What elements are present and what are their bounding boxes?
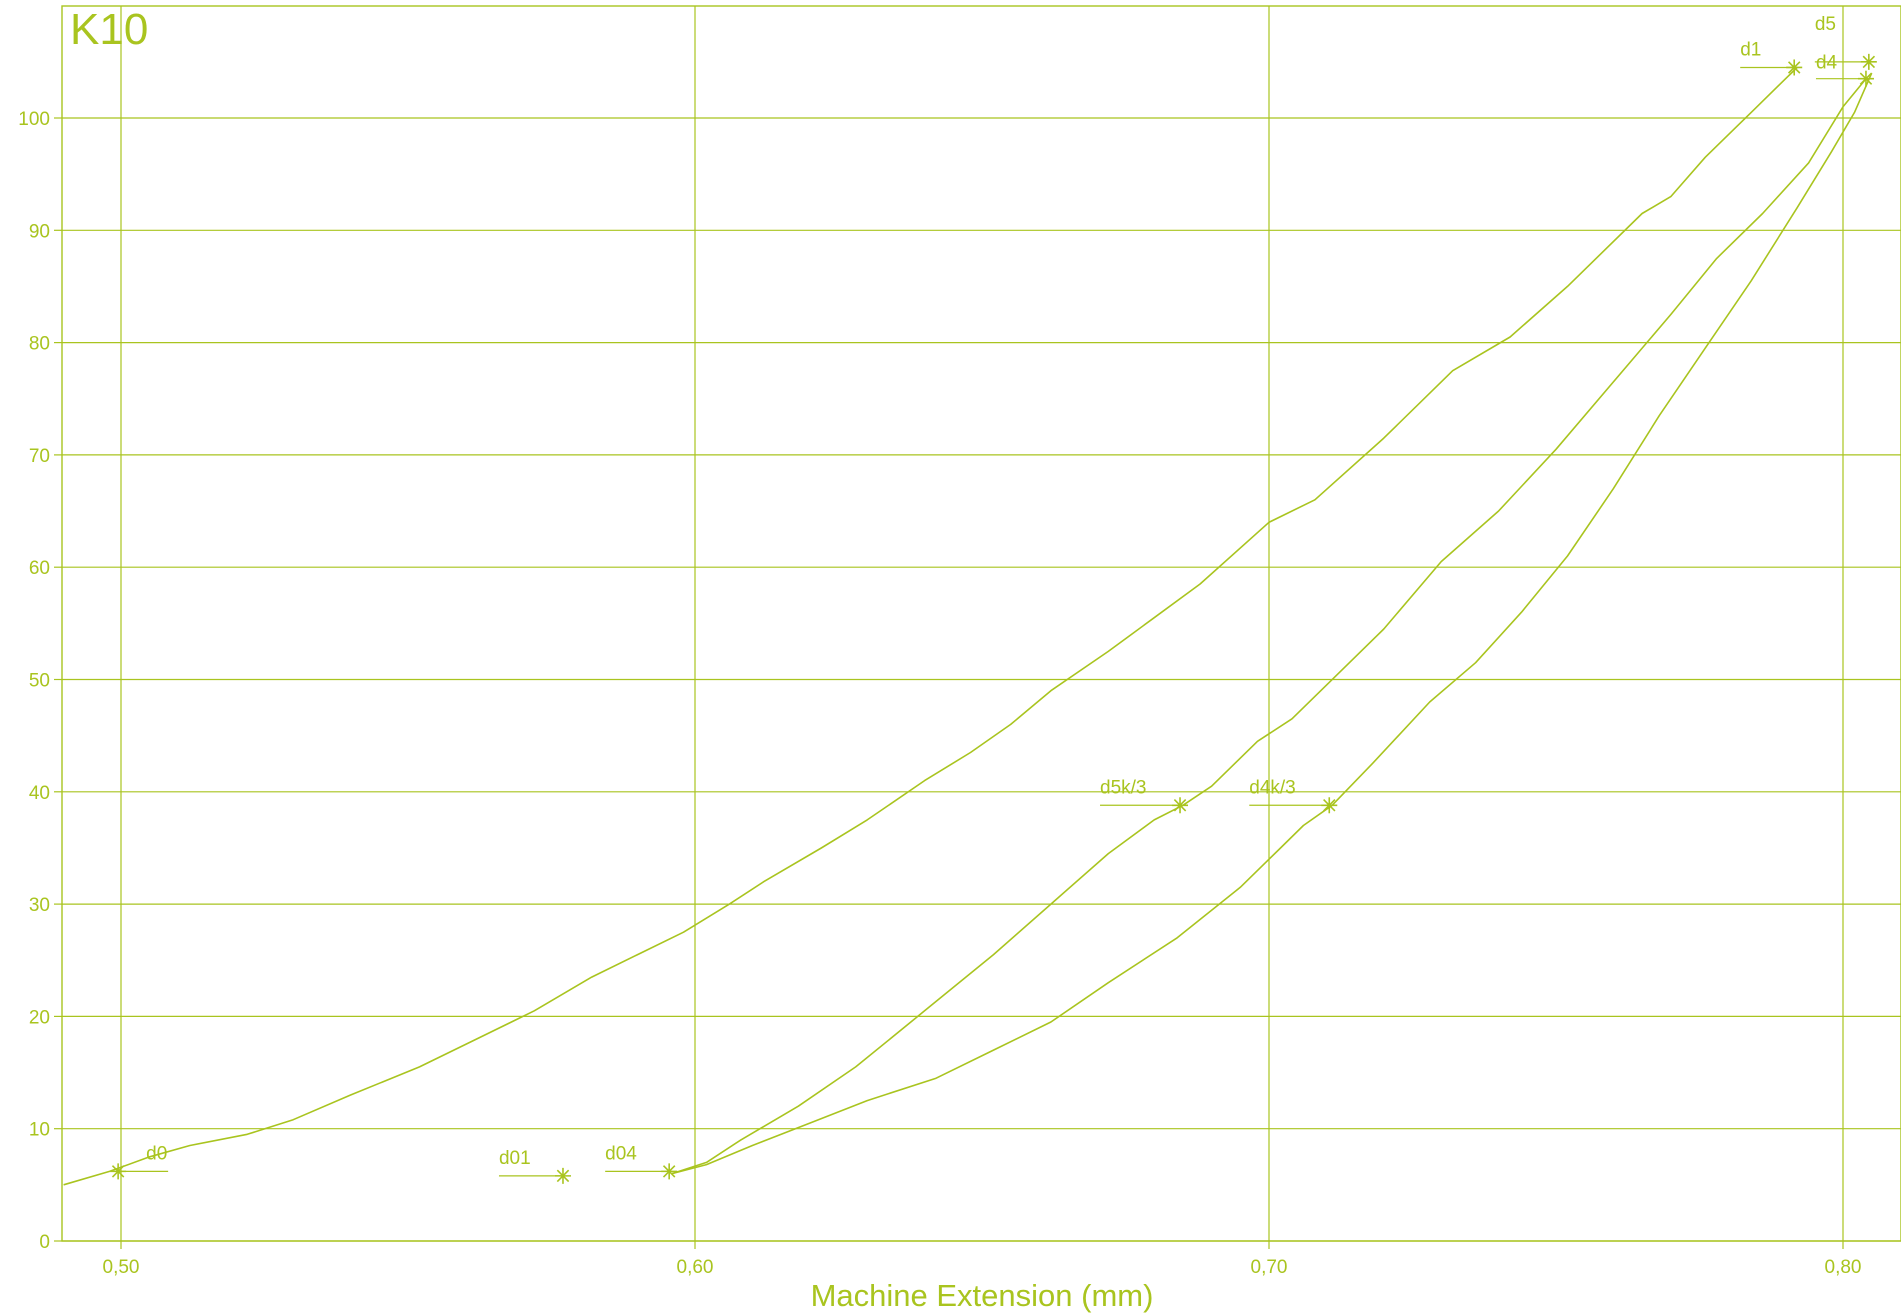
marker-label: d4k/3: [1249, 777, 1295, 798]
series-line-2: [671, 78, 1867, 1175]
marker-d4: d4: [1815, 53, 1874, 87]
plot-frame: [61, 5, 1901, 1242]
marker-label: d4: [1816, 53, 1838, 74]
x-tick-label: 0,70: [1251, 1257, 1288, 1278]
series-group: [63, 66, 1873, 1186]
marker-label: d04: [605, 1143, 637, 1164]
marker-d04: d04: [605, 1143, 678, 1180]
marker-label: d5: [1815, 14, 1836, 35]
series-line-1: [63, 66, 1798, 1186]
series-line-3: [671, 72, 1873, 1175]
y-tick-label: 0: [39, 1232, 50, 1253]
y-tick-label: 20: [29, 1007, 50, 1028]
marker-d01: d01: [498, 1148, 571, 1184]
marker-d0: d0: [110, 1143, 169, 1180]
y-tick-label: 90: [29, 221, 50, 242]
marker-d1: d1: [1740, 39, 1803, 76]
marker-label: d1: [1740, 39, 1761, 60]
marker-d5: d5: [1814, 14, 1877, 70]
x-tick-label: 0,60: [677, 1257, 714, 1278]
tick-labels: 0,50 0,60 0,70 0,80 0 10 20 30 40 50 60 70 80 90 100: [18, 109, 1861, 1278]
marker-d4k-3: d4k/3: [1249, 777, 1338, 814]
grid: [54, 6, 1901, 1249]
marker-label: d01: [499, 1148, 531, 1169]
y-tick-label: 50: [29, 671, 50, 692]
x-tick-label: 0,80: [1825, 1257, 1862, 1278]
y-tick-label: 10: [29, 1120, 50, 1141]
x-tick-label: 0,50: [103, 1257, 140, 1278]
chart-title: K10: [70, 5, 148, 54]
marker-d5k-3: d5k/3: [1100, 777, 1189, 814]
x-axis-title: Machine Extension (mm): [811, 1278, 1154, 1313]
y-tick-label: 80: [29, 334, 50, 355]
marker-label: d0: [146, 1143, 167, 1164]
y-tick-label: 30: [29, 895, 50, 916]
y-tick-label: 70: [29, 446, 50, 467]
y-tick-label: 40: [29, 783, 50, 804]
y-tick-label: 100: [18, 109, 50, 130]
marker-label: d5k/3: [1100, 777, 1146, 798]
markers-group: d0 d01 d04 d5k/3 d4k/3 d1 d5 d4: [110, 14, 1877, 1184]
y-tick-label: 60: [29, 558, 50, 579]
